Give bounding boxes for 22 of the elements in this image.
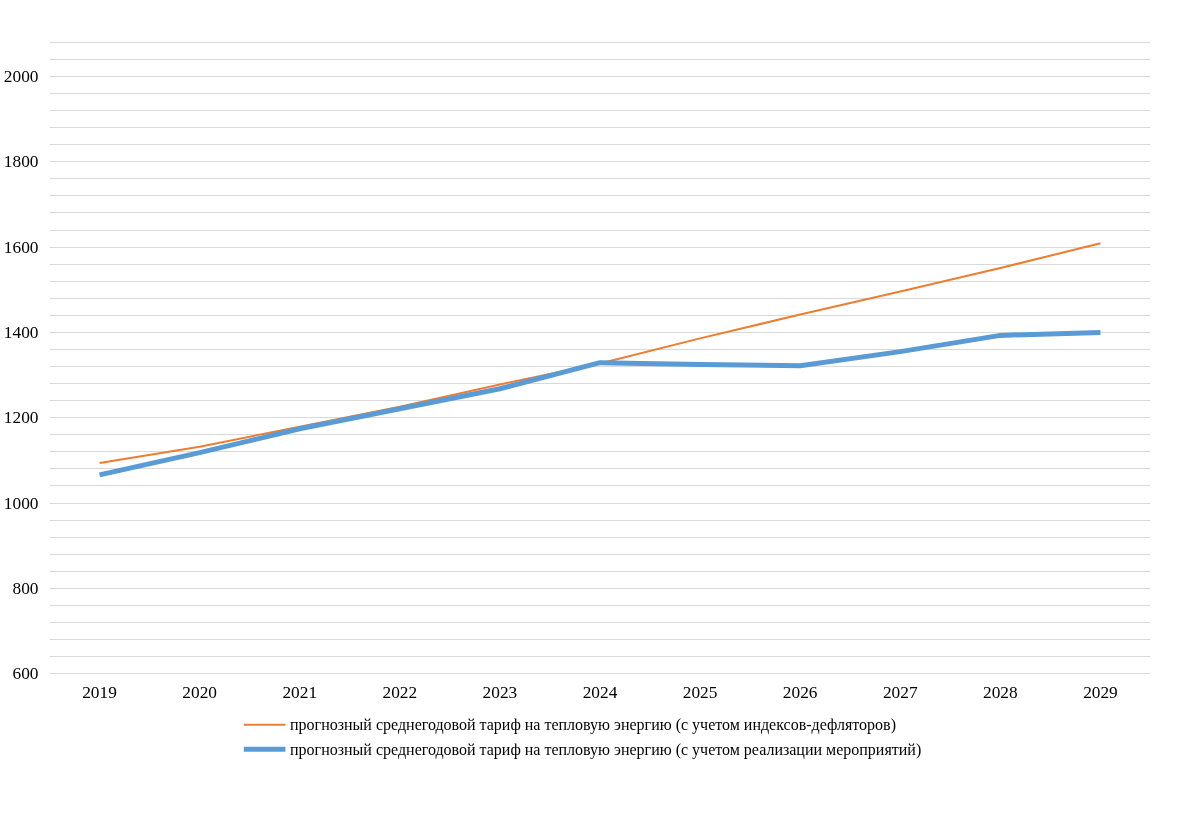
x-tick-label: 2029 [1083, 682, 1118, 702]
y-tick-label: 1800 [3, 152, 39, 172]
y-tick-label: 2000 [3, 67, 39, 87]
x-tick-label: 2023 [482, 682, 518, 702]
y-tick-label: 1400 [3, 322, 39, 342]
line-series [98, 242, 1102, 464]
x-tick-label: 2027 [882, 682, 918, 702]
x-tick-label: 2024 [582, 682, 618, 702]
y-tick-label: 1200 [3, 408, 39, 428]
x-tick-label: 2026 [782, 682, 818, 702]
legend-label: прогнозный среднегодовой тариф на тепловую энергию (с учетом индексов-дефляторов) [290, 716, 897, 735]
y-tick-label: 1600 [3, 237, 39, 257]
legend-label: прогнозный среднегодовой тариф на тепловую энергию (с учетом реализации мероприятий) [290, 740, 922, 759]
x-tick-label: 2019 [82, 682, 117, 702]
y-tick-label: 600 [12, 664, 39, 684]
x-tick-label: 2021 [282, 682, 318, 702]
x-tick-label: 2020 [182, 682, 217, 702]
x-tick-label: 2028 [983, 682, 1018, 702]
x-tick-label: 2022 [382, 682, 418, 702]
x-tick-label: 2025 [682, 682, 718, 702]
y-tick-label: 1000 [3, 493, 39, 513]
y-tick-label: 800 [12, 578, 39, 598]
